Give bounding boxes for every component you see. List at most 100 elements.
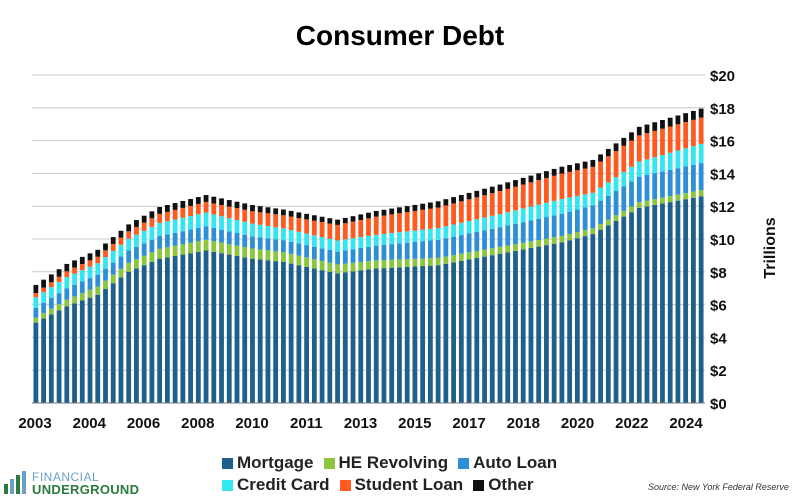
bar-segment-he xyxy=(157,248,163,259)
bar-segment-student xyxy=(64,271,70,278)
bar-segment-he xyxy=(505,245,511,253)
bar-segment-mortgage xyxy=(458,260,464,403)
bar-segment-other xyxy=(319,216,325,223)
bar-segment-auto xyxy=(164,234,170,248)
bar-segment-mortgage xyxy=(110,283,116,403)
bar-segment-cc xyxy=(466,221,472,234)
bar-segment-he xyxy=(474,250,480,259)
bar-segment-auto xyxy=(118,256,124,269)
legend-label: Other xyxy=(488,475,534,494)
bar-segment-other xyxy=(373,210,379,217)
bar-segment-other xyxy=(482,188,487,196)
bar-segment-auto xyxy=(458,235,464,254)
bar-segment-auto xyxy=(559,213,565,236)
bar-segment-student xyxy=(327,223,333,239)
bar-segment-auto xyxy=(265,238,271,251)
bar-segment-mortgage xyxy=(250,258,255,403)
bar-segment-auto xyxy=(652,173,658,200)
financial-underground-logo: FINANCIAL UNDERGROUND xyxy=(2,468,142,497)
bar-segment-mortgage xyxy=(288,263,294,403)
bar-segment-he xyxy=(373,260,379,269)
bar-segment-other xyxy=(265,207,271,214)
bar-segment-cc xyxy=(56,282,62,294)
bar-segment-student xyxy=(219,205,224,217)
bar-segment-auto xyxy=(629,181,634,207)
bar-segment-student xyxy=(203,201,209,213)
bar-segment-mortgage xyxy=(636,207,642,403)
bar-segment-cc xyxy=(644,159,650,175)
bar-segment-student xyxy=(149,218,155,227)
bar-segment-mortgage xyxy=(219,253,224,403)
bar-segment-cc xyxy=(250,223,255,237)
bar-segment-student xyxy=(366,218,371,236)
legend-label: Auto Loan xyxy=(473,453,558,472)
bar-segment-cc xyxy=(296,231,302,244)
bar-segment-he xyxy=(366,261,371,270)
bar-segment-student xyxy=(288,216,294,231)
bar-segment-student xyxy=(172,209,178,220)
bar-segment-cc xyxy=(203,212,209,227)
bar-segment-other xyxy=(536,173,542,181)
bar-segment-cc xyxy=(48,287,54,299)
bar-segment-auto xyxy=(219,229,224,243)
bar-segment-other xyxy=(64,263,70,272)
bar-segment-mortgage xyxy=(574,238,580,403)
bar-segment-mortgage xyxy=(304,266,310,403)
bar-segment-mortgage xyxy=(660,203,665,403)
bar-segment-auto xyxy=(350,249,356,263)
bar-segment-other xyxy=(675,115,681,125)
bar-segment-auto xyxy=(598,200,603,224)
bar-segment-he xyxy=(497,246,503,254)
bar-segment-auto xyxy=(327,249,333,263)
bar-segment-he xyxy=(675,194,681,201)
bar-segment-other xyxy=(420,203,426,210)
bar-segment-student xyxy=(667,126,673,153)
bar-segment-auto xyxy=(149,239,155,253)
bar-segment-mortgage xyxy=(397,267,402,403)
bar-segment-mortgage xyxy=(257,259,263,403)
bar-segment-student xyxy=(489,193,495,216)
logo-text-top: FINANCIAL xyxy=(32,470,100,484)
bar-segment-student xyxy=(629,140,634,167)
bar-segment-mortgage xyxy=(389,267,395,403)
bar-segment-student xyxy=(412,210,418,231)
bar-segment-other xyxy=(157,207,163,214)
bar-segment-other xyxy=(304,213,310,220)
bar-segment-auto xyxy=(87,278,93,290)
bar-segment-mortgage xyxy=(273,261,279,403)
bar-segment-mortgage xyxy=(536,246,542,403)
bar-segment-he xyxy=(48,308,54,315)
bar-segment-mortgage xyxy=(95,294,101,403)
bar-segment-other xyxy=(134,220,139,227)
bar-segment-he xyxy=(590,228,596,235)
bar-segment-mortgage xyxy=(157,258,163,403)
bar-segment-cc xyxy=(520,208,526,223)
bar-segment-other xyxy=(660,120,665,129)
bar-segment-he xyxy=(242,247,248,258)
bar-segment-student xyxy=(118,237,124,245)
bar-segment-he xyxy=(358,261,364,271)
bar-segment-student xyxy=(497,191,503,215)
bar-segment-mortgage xyxy=(87,297,93,403)
bar-segment-mortgage xyxy=(327,271,333,403)
bar-segment-he xyxy=(660,197,665,204)
bar-segment-cc xyxy=(528,206,534,221)
bar-segment-other xyxy=(474,190,480,198)
bar-segment-cc xyxy=(327,238,333,250)
bar-segment-mortgage xyxy=(544,245,549,403)
bar-segment-he xyxy=(528,241,534,249)
bar-segment-mortgage xyxy=(427,265,433,403)
bar-segment-other xyxy=(87,253,93,261)
bar-segment-other xyxy=(203,195,209,202)
bar-segment-cc xyxy=(211,214,217,229)
bar-segment-student xyxy=(567,171,573,198)
bar-segment-student xyxy=(381,215,387,234)
bar-segment-cc xyxy=(474,219,480,232)
bar-segment-cc xyxy=(110,250,116,263)
bar-segment-mortgage xyxy=(79,300,85,403)
bar-segment-auto xyxy=(180,231,186,245)
bar-segment-mortgage xyxy=(203,250,209,403)
bar-segment-student xyxy=(33,293,39,298)
bar-segment-auto xyxy=(412,241,418,259)
bar-segment-other xyxy=(559,166,565,174)
